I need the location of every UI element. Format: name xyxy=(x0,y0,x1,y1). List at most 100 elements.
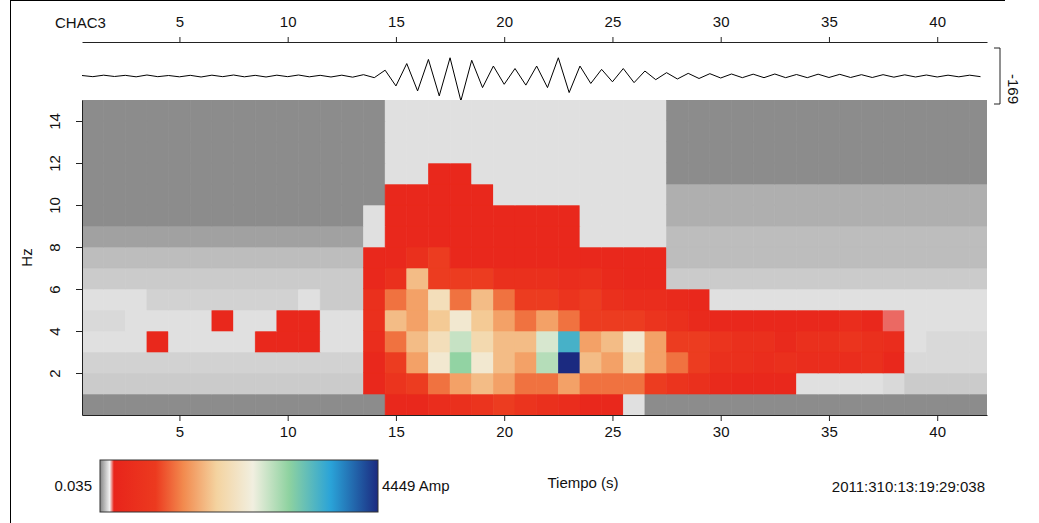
heatmap-cell xyxy=(147,352,169,373)
heatmap-cell xyxy=(883,226,905,247)
heatmap-cell xyxy=(732,121,754,142)
tick: 15 xyxy=(388,415,405,440)
heatmap-cell xyxy=(255,373,277,394)
heatmap-cell xyxy=(493,352,515,373)
heatmap-cell xyxy=(688,373,710,394)
heatmap-cell xyxy=(363,100,385,121)
heatmap-cell xyxy=(602,310,624,331)
heatmap-cell xyxy=(861,121,883,142)
heatmap-cell xyxy=(212,373,234,394)
heatmap-cell xyxy=(905,163,927,184)
heatmap-cell xyxy=(948,226,970,247)
heatmap-cell xyxy=(104,394,126,415)
tick-mark xyxy=(76,289,82,290)
heatmap-cell xyxy=(82,226,104,247)
heatmap-cell xyxy=(667,205,689,226)
heatmap-cell xyxy=(926,142,948,163)
heatmap-cell xyxy=(212,226,234,247)
heatmap-cell xyxy=(277,100,299,121)
heatmap-cell xyxy=(385,226,407,247)
heatmap-cell xyxy=(450,163,472,184)
heatmap-cell xyxy=(710,310,732,331)
heatmap-cell xyxy=(342,394,364,415)
heatmap-cell xyxy=(883,331,905,352)
heatmap-cell xyxy=(883,268,905,289)
tick-label: 5 xyxy=(176,13,184,30)
heatmap-cell xyxy=(472,373,494,394)
heatmap-cell xyxy=(753,310,775,331)
heatmap-cell xyxy=(948,331,970,352)
heatmap-cell xyxy=(320,352,342,373)
heatmap-cell xyxy=(255,289,277,310)
heatmap-cell xyxy=(948,352,970,373)
heatmap-cell xyxy=(363,163,385,184)
heatmap-cell xyxy=(277,226,299,247)
heatmap-cell xyxy=(645,310,667,331)
tick-mark xyxy=(288,37,289,42)
heatmap-cell xyxy=(775,226,797,247)
heatmap-cell xyxy=(515,121,537,142)
heatmap-cell xyxy=(125,100,147,121)
heatmap-cell xyxy=(667,268,689,289)
heatmap-cell xyxy=(190,142,212,163)
heatmap-cell xyxy=(428,205,450,226)
heatmap-cell xyxy=(299,163,321,184)
heatmap-cell xyxy=(104,268,126,289)
heatmap-cell xyxy=(602,205,624,226)
heatmap-cell xyxy=(602,331,624,352)
heatmap-cell xyxy=(428,163,450,184)
heatmap-cell xyxy=(580,163,602,184)
trace-y-axis-line xyxy=(994,48,1000,104)
heatmap-cell xyxy=(732,373,754,394)
tick-mark xyxy=(76,163,82,164)
heatmap-cell xyxy=(558,184,580,205)
heatmap-cell xyxy=(493,247,515,268)
heatmap-cell xyxy=(125,163,147,184)
tick-mark xyxy=(612,37,613,42)
heatmap-cell xyxy=(602,394,624,415)
heatmap-cell xyxy=(623,121,645,142)
heatmap-cell xyxy=(342,289,364,310)
heatmap-cell xyxy=(688,100,710,121)
heatmap-cell xyxy=(234,184,256,205)
heatmap-cell xyxy=(558,394,580,415)
heatmap-cell xyxy=(190,184,212,205)
heatmap-cell xyxy=(363,121,385,142)
heatmap-cell xyxy=(169,205,191,226)
heatmap-cell xyxy=(82,100,104,121)
heatmap-cell xyxy=(796,394,818,415)
heatmap-cell xyxy=(450,268,472,289)
heatmap-cell xyxy=(688,394,710,415)
heatmap-cell xyxy=(818,142,840,163)
heatmap-cell xyxy=(342,373,364,394)
heatmap-cell xyxy=(840,226,862,247)
heatmap-cell xyxy=(428,121,450,142)
heatmap-cell xyxy=(407,184,429,205)
heatmap-cell xyxy=(450,205,472,226)
y-axis-title: Hz xyxy=(18,248,35,266)
heatmap-cell xyxy=(645,163,667,184)
heatmap-cell xyxy=(255,331,277,352)
tick-mark xyxy=(179,37,180,42)
heatmap-cell xyxy=(234,352,256,373)
heatmap-cell xyxy=(580,247,602,268)
heatmap-cell xyxy=(970,184,987,205)
heatmap-cell xyxy=(667,226,689,247)
heatmap-cell xyxy=(515,184,537,205)
heatmap-cell xyxy=(537,184,559,205)
heatmap-cell xyxy=(602,184,624,205)
heatmap-cell xyxy=(472,247,494,268)
heatmap-cell xyxy=(428,310,450,331)
heatmap-cell xyxy=(299,247,321,268)
heatmap-cell xyxy=(753,163,775,184)
heatmap-cell xyxy=(753,226,775,247)
heatmap-cell xyxy=(710,163,732,184)
heatmap-cell xyxy=(558,163,580,184)
heatmap-cell xyxy=(363,184,385,205)
heatmap-cell xyxy=(580,100,602,121)
heatmap-cell xyxy=(385,289,407,310)
heatmap-cell xyxy=(82,205,104,226)
heatmap-cell xyxy=(602,289,624,310)
x-axis: 510152025303540 xyxy=(83,415,988,440)
heatmap-cell xyxy=(948,373,970,394)
